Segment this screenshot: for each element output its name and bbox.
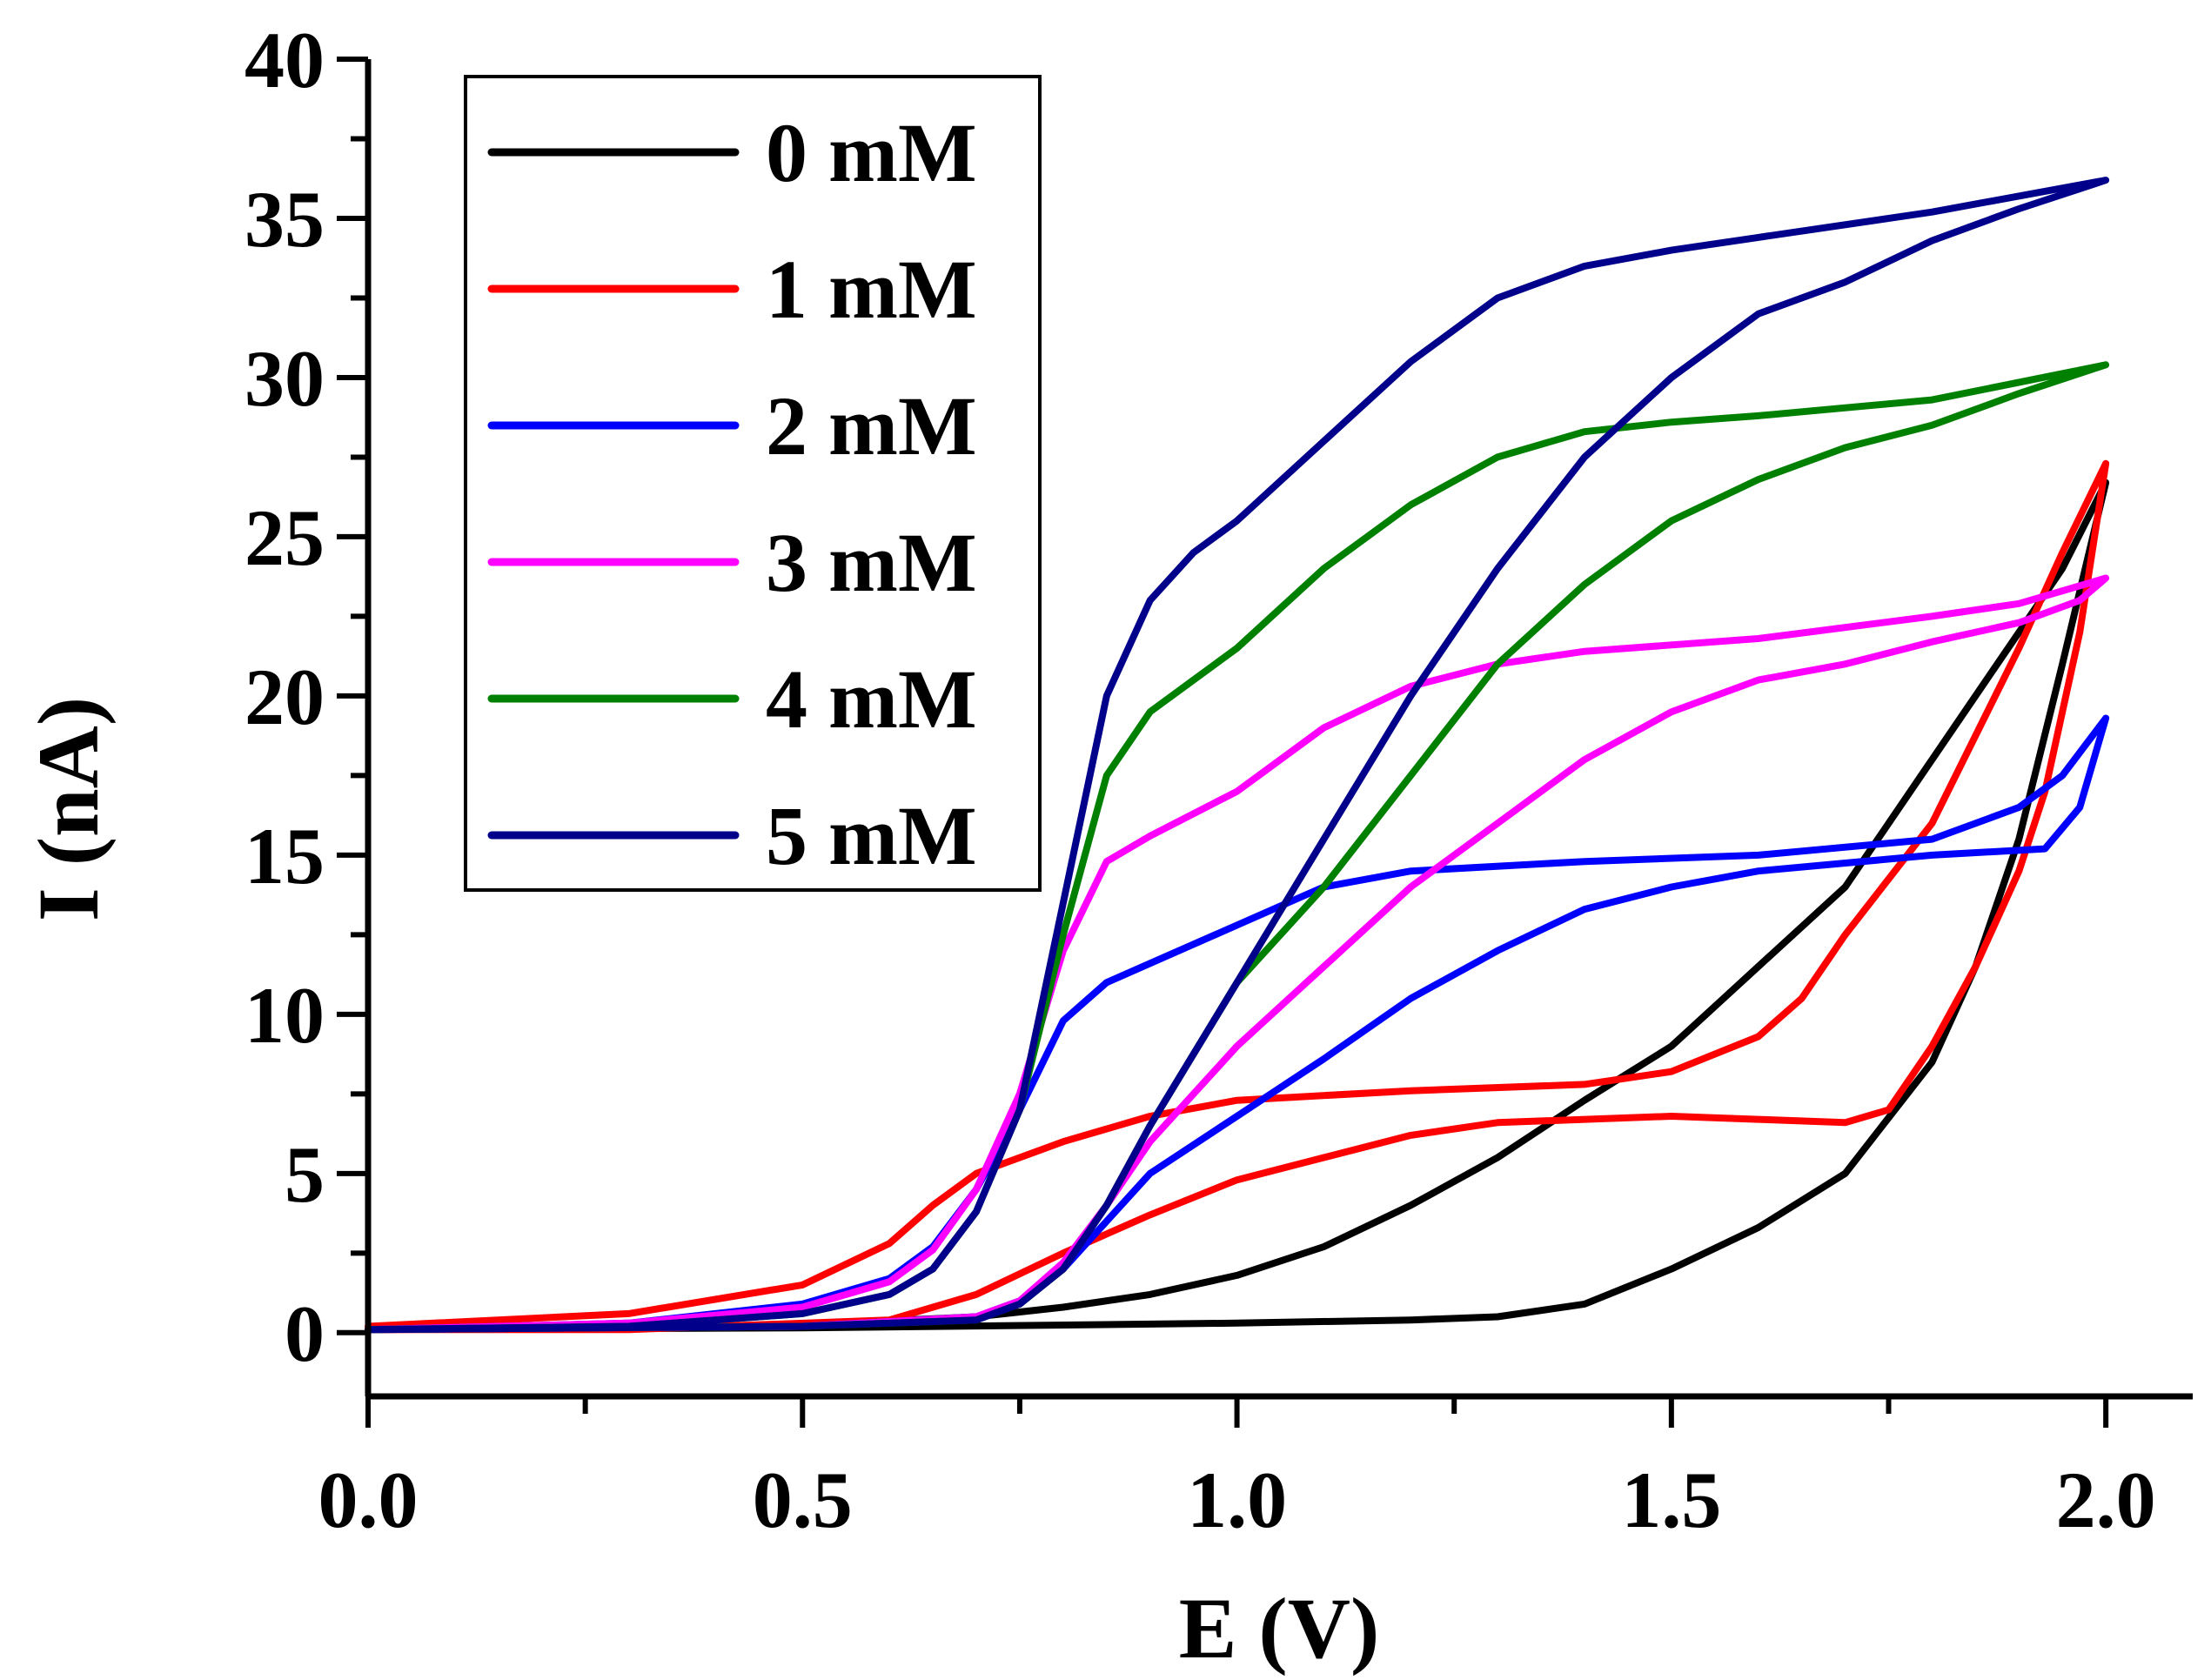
x-tick-label: 1.5 bbox=[1621, 1456, 1721, 1544]
series-line-5 bbox=[365, 177, 2110, 1334]
y-tick-label: 15 bbox=[245, 812, 325, 900]
legend-box bbox=[464, 75, 1042, 892]
legend-label: 0 mM bbox=[766, 106, 977, 199]
legend-label: 1 mM bbox=[766, 243, 977, 336]
x-tick-label: 1.0 bbox=[1187, 1456, 1287, 1544]
y-tick-label: 20 bbox=[245, 653, 325, 741]
y-tick-label: 40 bbox=[245, 16, 325, 104]
series-line-0 bbox=[365, 479, 2110, 1334]
legend-label: 2 mM bbox=[766, 379, 977, 472]
legend-label: 4 mM bbox=[766, 653, 977, 746]
y-tick-label: 25 bbox=[245, 493, 325, 582]
data-curves bbox=[365, 177, 2110, 1334]
series-line-1 bbox=[365, 459, 2110, 1334]
y-tick-label: 30 bbox=[245, 334, 325, 423]
legend-label: 3 mM bbox=[766, 516, 977, 609]
legend: 0 mM 1 mM 2 mM 3 mM 4 mM 5 mM bbox=[464, 75, 1042, 892]
x-axis-title: E (V) bbox=[1179, 1580, 1380, 1677]
x-tick-label: 0.5 bbox=[753, 1456, 853, 1544]
x-tick-label: 2.0 bbox=[2056, 1456, 2156, 1544]
y-axis-title: I (nA) bbox=[20, 697, 117, 921]
y-tick-label: 10 bbox=[245, 971, 325, 1060]
x-tick-label: 0.0 bbox=[318, 1456, 419, 1544]
legend-label: 5 mM bbox=[766, 789, 977, 882]
y-tick-label: 0 bbox=[285, 1289, 325, 1378]
y-tick-label: 5 bbox=[285, 1130, 325, 1219]
tick-labels: 0 5 10 15 20 25 30 35 40 0.0 0.5 1.0 1.5 2.0 bbox=[245, 16, 2156, 1544]
y-tick-label: 35 bbox=[245, 175, 325, 264]
axes bbox=[337, 57, 2193, 1428]
